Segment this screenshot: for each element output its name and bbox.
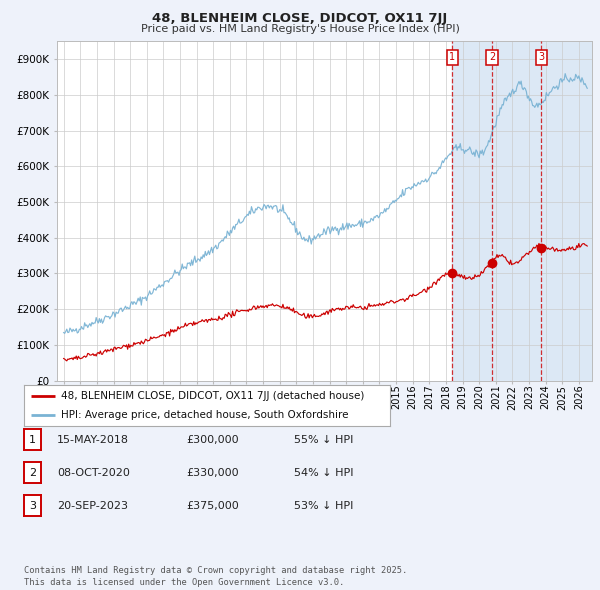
Text: 20-SEP-2023: 20-SEP-2023 bbox=[57, 501, 128, 510]
Text: 2: 2 bbox=[29, 468, 36, 477]
Text: 55% ↓ HPI: 55% ↓ HPI bbox=[294, 435, 353, 444]
Text: 2: 2 bbox=[489, 53, 495, 63]
Text: £375,000: £375,000 bbox=[186, 501, 239, 510]
Text: 48, BLENHEIM CLOSE, DIDCOT, OX11 7JJ (detached house): 48, BLENHEIM CLOSE, DIDCOT, OX11 7JJ (de… bbox=[61, 391, 364, 401]
Text: 1: 1 bbox=[29, 435, 36, 444]
Text: 1: 1 bbox=[449, 53, 455, 63]
Text: 53% ↓ HPI: 53% ↓ HPI bbox=[294, 501, 353, 510]
Text: Contains HM Land Registry data © Crown copyright and database right 2025.
This d: Contains HM Land Registry data © Crown c… bbox=[24, 566, 407, 587]
Text: 48, BLENHEIM CLOSE, DIDCOT, OX11 7JJ: 48, BLENHEIM CLOSE, DIDCOT, OX11 7JJ bbox=[152, 12, 448, 25]
Text: 54% ↓ HPI: 54% ↓ HPI bbox=[294, 468, 353, 477]
Text: 15-MAY-2018: 15-MAY-2018 bbox=[57, 435, 129, 444]
Text: £300,000: £300,000 bbox=[186, 435, 239, 444]
Text: 3: 3 bbox=[538, 53, 544, 63]
Text: Price paid vs. HM Land Registry's House Price Index (HPI): Price paid vs. HM Land Registry's House … bbox=[140, 24, 460, 34]
Bar bbox=[452, 41, 600, 381]
Text: £330,000: £330,000 bbox=[186, 468, 239, 477]
Text: HPI: Average price, detached house, South Oxfordshire: HPI: Average price, detached house, Sout… bbox=[61, 410, 348, 420]
Text: 08-OCT-2020: 08-OCT-2020 bbox=[57, 468, 130, 477]
Text: 3: 3 bbox=[29, 501, 36, 510]
